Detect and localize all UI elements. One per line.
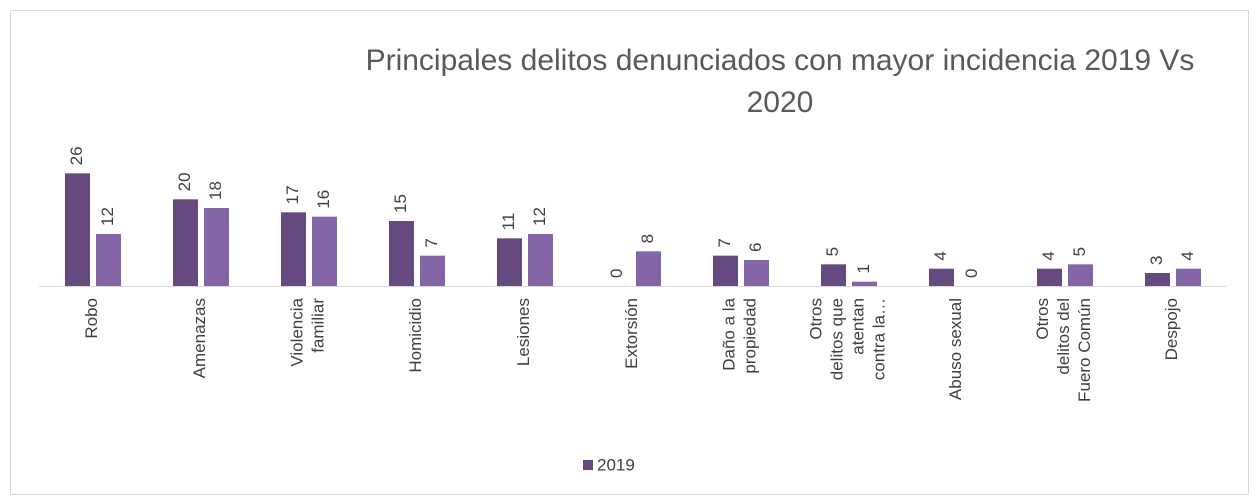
legend-swatch	[583, 460, 593, 470]
value-label: 8	[638, 234, 657, 243]
bar	[312, 216, 337, 286]
bar	[173, 199, 198, 286]
value-label: 6	[746, 243, 765, 252]
x-tick-label: Abuso sexual	[946, 298, 965, 400]
value-label: 17	[283, 185, 302, 204]
value-label: 26	[67, 146, 86, 165]
bar	[1037, 268, 1062, 286]
value-label: 18	[206, 181, 225, 200]
value-label: 4	[1039, 251, 1058, 260]
bar	[96, 234, 121, 286]
x-tick-label: Lesiones	[514, 298, 533, 366]
value-label: 11	[499, 213, 518, 231]
bar	[713, 255, 738, 286]
bar	[497, 238, 522, 286]
value-label: 20	[175, 172, 194, 191]
bar	[281, 212, 306, 286]
bar	[420, 255, 445, 286]
bar	[1068, 264, 1093, 286]
x-tick-label: Robo	[82, 298, 101, 339]
bar	[852, 281, 877, 286]
x-tick-label: Despojo	[1162, 298, 1181, 360]
bar	[389, 221, 414, 286]
value-label: 4	[931, 251, 950, 260]
x-tick-label: Daño a la propiedad	[720, 297, 760, 373]
value-label: 16	[314, 190, 333, 209]
legend-label: 2019	[597, 455, 635, 474]
x-tick-label: Extorsión	[622, 298, 641, 369]
chart-title: Principales delitos denunciados con mayo…	[365, 44, 1195, 119]
bar	[65, 173, 90, 286]
value-label: 7	[422, 238, 441, 247]
x-tick-label: Amenazas	[190, 298, 209, 378]
bar	[1145, 273, 1170, 286]
bar	[821, 264, 846, 286]
x-tick-label: Homicidio	[406, 298, 425, 373]
x-tick-label: Otros delitos que atentan contra la…	[807, 298, 889, 380]
bar	[1176, 268, 1201, 286]
value-label: 5	[823, 247, 842, 256]
x-tick-label: Violencia familiar	[288, 297, 328, 366]
value-label: 3	[1147, 256, 1166, 265]
x-tick-label: Otros delitos del Fuero Común	[1033, 298, 1094, 402]
bar	[929, 268, 954, 286]
bar	[528, 234, 553, 286]
value-label: 0	[962, 269, 981, 278]
value-label: 12	[530, 207, 549, 226]
value-label: 7	[715, 238, 734, 247]
value-label: 5	[1070, 247, 1089, 256]
bar	[204, 208, 229, 286]
bar	[744, 260, 769, 286]
value-label: 0	[607, 269, 626, 278]
value-label: 1	[854, 264, 873, 273]
value-label: 15	[391, 194, 410, 213]
bar	[636, 251, 661, 286]
value-label: 12	[98, 207, 117, 226]
value-label: 4	[1178, 251, 1197, 260]
